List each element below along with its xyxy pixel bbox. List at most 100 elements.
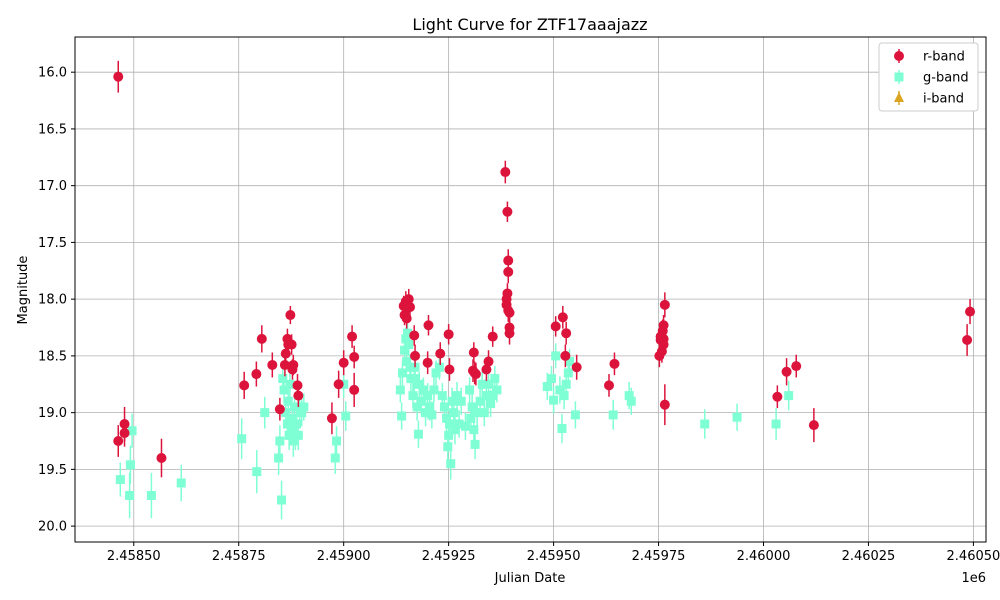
g-band-point xyxy=(460,421,470,431)
r-band-point xyxy=(502,288,513,299)
g-band-point xyxy=(421,408,431,418)
g-band-point xyxy=(292,419,302,429)
g-band-point xyxy=(418,385,428,395)
g-band-point xyxy=(127,426,137,436)
g-band-point xyxy=(549,395,559,405)
r-band-point xyxy=(285,310,296,321)
r-band-point xyxy=(500,167,511,178)
r-band-point xyxy=(280,348,291,359)
r-band-point xyxy=(962,335,973,345)
g-band-point xyxy=(284,430,294,440)
r-band-point xyxy=(333,379,344,390)
r-band-point xyxy=(403,294,414,305)
g-band-point xyxy=(444,419,454,429)
y-tick-label: 20.0 xyxy=(38,520,67,535)
r-band-point xyxy=(119,428,130,439)
g-band-point xyxy=(332,436,342,446)
r-band-point xyxy=(483,356,494,367)
g-band-point xyxy=(477,379,487,389)
legend-label: r-band xyxy=(923,50,965,65)
y-tick-label: 19.5 xyxy=(38,463,67,478)
g-band-point xyxy=(397,368,407,378)
r-band-point xyxy=(444,364,455,375)
g-band-point xyxy=(293,430,303,440)
g-band-point xyxy=(479,408,489,418)
g-band-point xyxy=(472,408,482,418)
r-band-point xyxy=(468,347,479,358)
g-band-point xyxy=(439,402,449,412)
g-band-point xyxy=(429,385,439,395)
g-band-point xyxy=(563,368,573,378)
y-tick-label: 19.0 xyxy=(38,406,67,421)
x-axis-offset-label: 1e6 xyxy=(961,571,986,586)
legend-box xyxy=(878,42,979,112)
g-band-point xyxy=(443,442,453,452)
g-band-point xyxy=(409,374,419,384)
g-band-point xyxy=(146,490,156,500)
g-band-point xyxy=(283,396,293,406)
g-band-point xyxy=(542,382,552,392)
g-band-point xyxy=(260,408,270,418)
g-band-point xyxy=(492,385,502,395)
r-band-point xyxy=(781,366,792,377)
r-band-point xyxy=(503,266,514,277)
r-band-point xyxy=(338,357,349,368)
r-band-point xyxy=(409,330,420,341)
g-band-point xyxy=(287,413,297,423)
g-band-point xyxy=(281,408,291,418)
r-band-point xyxy=(502,206,513,217)
g-band-point xyxy=(447,396,457,406)
r-band-point xyxy=(604,380,615,391)
x-tick-label: 2.45975 xyxy=(632,549,686,564)
g-band-point xyxy=(286,425,296,435)
r-band-point xyxy=(288,359,299,370)
g-band-point xyxy=(395,385,405,395)
r-band-point xyxy=(504,328,515,339)
x-tick-label: 2.45900 xyxy=(317,549,371,564)
chart-title: Light Curve for ZTF17aaajazz xyxy=(412,15,647,34)
g-band-point xyxy=(401,334,411,344)
g-band-point xyxy=(413,429,423,439)
g-band-point xyxy=(784,391,794,401)
g-band-point xyxy=(466,413,476,423)
g-band-point xyxy=(450,425,460,435)
y-axis-ticks: 16.0 16.5 17.0 17.5 18.0 18.5 19.0 19.5 20.0 xyxy=(38,66,75,535)
g-band-point xyxy=(290,402,300,412)
g-band-point xyxy=(456,396,466,406)
legend-marker-i-band xyxy=(894,92,904,102)
x-tick-label: 2.45925 xyxy=(422,549,476,564)
r-band-point xyxy=(658,333,669,344)
x-tick-label: 2.45850 xyxy=(107,549,161,564)
r-band-point xyxy=(772,391,783,402)
g-band-point xyxy=(402,328,412,338)
series-r-band xyxy=(113,60,976,478)
g-band-point xyxy=(288,436,298,446)
data-points xyxy=(113,60,976,520)
g-band-point xyxy=(434,362,444,372)
r-band-point xyxy=(267,359,278,370)
x-tick-label: 2.46000 xyxy=(737,549,791,564)
g-band-point xyxy=(469,425,479,435)
g-band-point xyxy=(404,340,414,350)
g-band-point xyxy=(275,436,285,446)
g-band-point xyxy=(412,402,422,412)
g-band-point xyxy=(125,460,135,470)
g-band-point xyxy=(414,379,424,389)
legend-marker-r-band xyxy=(894,51,904,61)
g-band-point xyxy=(449,408,459,418)
r-band-point xyxy=(487,331,498,342)
g-band-point xyxy=(454,419,464,429)
g-band-point xyxy=(330,453,340,463)
x-tick-label: 2.45875 xyxy=(212,549,266,564)
r-band-point xyxy=(405,302,416,313)
legend-label: i-band xyxy=(923,92,964,107)
r-band-point xyxy=(658,320,669,331)
g-band-point xyxy=(481,391,491,401)
g-band-point xyxy=(546,374,556,384)
g-band-point xyxy=(274,453,284,463)
g-band-point xyxy=(465,385,475,395)
g-band-point xyxy=(559,391,569,401)
g-band-point xyxy=(176,478,186,488)
